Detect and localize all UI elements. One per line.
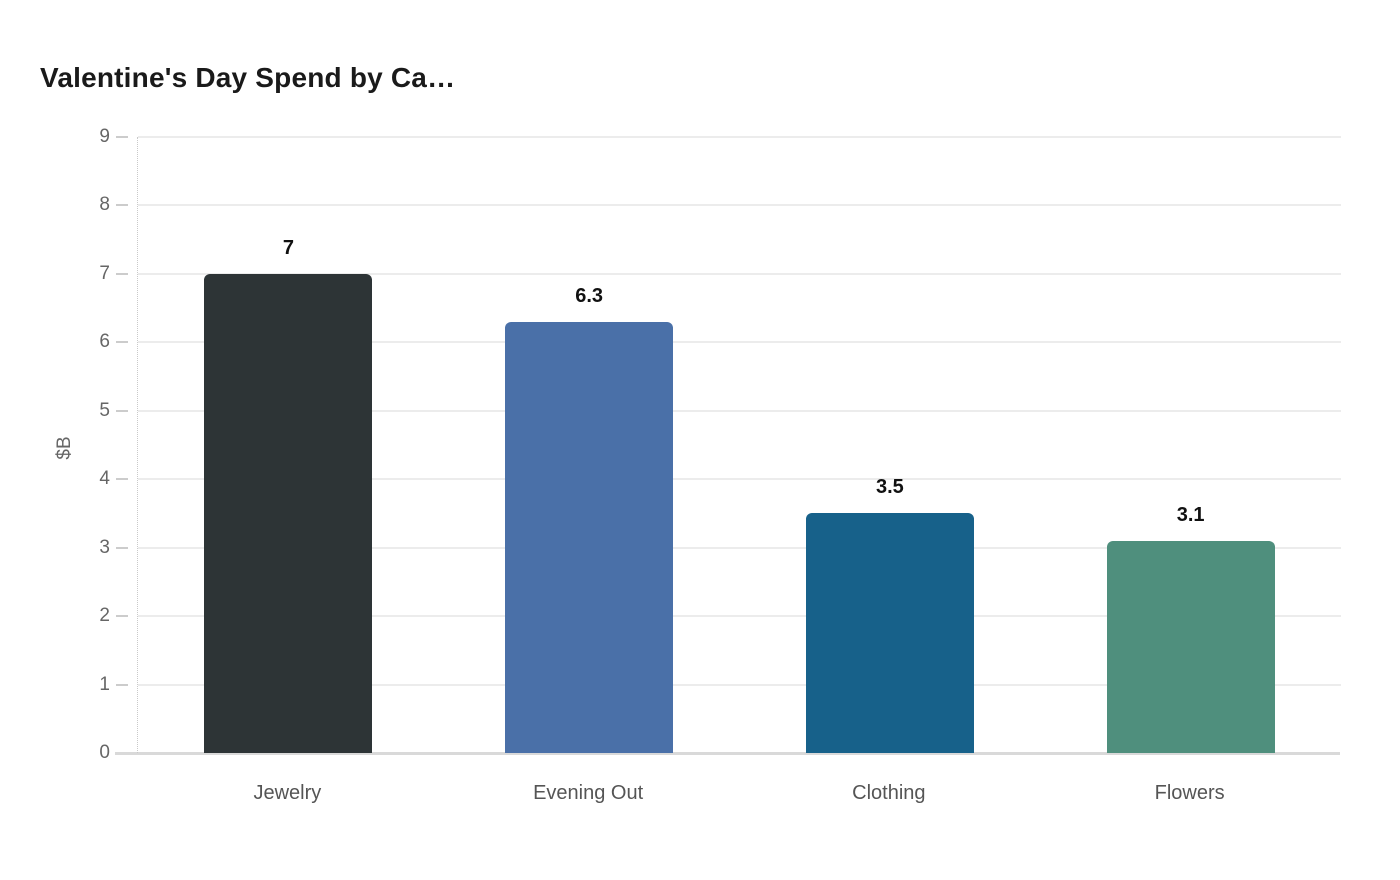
x-category-label: Jewelry — [253, 782, 322, 804]
y-tick-mark — [116, 683, 128, 686]
plot-area: 7 6.3 3.5 3.1 — [137, 136, 1341, 753]
bar-value-label: 7 — [282, 236, 294, 259]
chart-title: Valentine's Day Spend by Ca… — [40, 62, 456, 93]
y-tick-label: 3 — [99, 536, 110, 558]
gridline-y-3 — [138, 546, 1341, 549]
y-axis: 0 1 2 3 4 5 6 7 8 9 — [0, 126, 130, 763]
bar-flowers — [1106, 540, 1275, 753]
y-tick-label: 2 — [99, 605, 110, 627]
bar-value-label: 3.5 — [875, 476, 904, 499]
x-category-label: Clothing — [852, 782, 926, 804]
bar-value-label: 6.3 — [575, 284, 604, 307]
x-axis: Jewelry Evening Out Clothing Flowers — [137, 753, 1340, 833]
gridline-y-7 — [138, 272, 1341, 275]
x-axis-baseline — [115, 752, 1340, 755]
y-tick-mark — [116, 478, 128, 481]
gridline-y-4 — [138, 478, 1341, 481]
bar-jewelry — [204, 273, 373, 753]
gridline-y-6 — [138, 341, 1341, 344]
y-tick-mark — [116, 615, 128, 618]
y-tick-mark — [116, 546, 128, 549]
gridline-y-2 — [138, 615, 1341, 618]
x-category-label: Flowers — [1154, 782, 1225, 804]
y-tick-mark — [116, 341, 128, 344]
y-tick-label: 7 — [99, 262, 110, 284]
y-tick-label: 5 — [99, 399, 110, 421]
bar-value-label: 3.1 — [1176, 503, 1205, 526]
gridline-y-8 — [138, 204, 1341, 207]
gridline-y-1 — [138, 683, 1341, 686]
bar-evening-out — [505, 321, 674, 753]
y-tick-label: 0 — [99, 742, 110, 763]
y-tick-label: 1 — [99, 673, 110, 695]
y-tick-label: 8 — [99, 194, 110, 216]
gridline-y-9 — [138, 136, 1341, 138]
y-tick-label: 9 — [99, 126, 110, 147]
y-tick-mark — [116, 204, 128, 207]
y-tick-mark — [116, 409, 128, 412]
y-tick-mark — [116, 272, 128, 275]
y-tick-label: 4 — [99, 468, 110, 490]
y-tick-label: 6 — [99, 331, 110, 353]
x-category-label: Evening Out — [533, 782, 644, 804]
gridline-y-5 — [138, 409, 1341, 412]
bar-clothing — [805, 513, 974, 753]
y-tick-mark — [116, 136, 128, 138]
